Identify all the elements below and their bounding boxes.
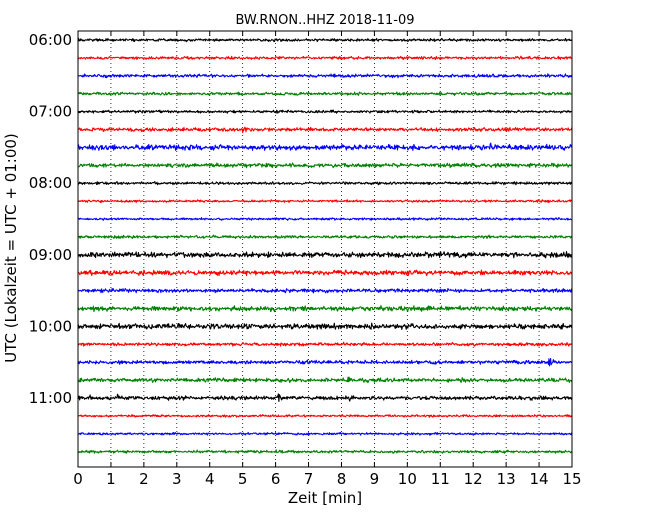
y-tick-label: 07:00 — [29, 103, 72, 121]
y-axis-label: UTC (Lokalzeit = UTC + 01:00) — [2, 133, 20, 363]
trace-5 — [77, 126, 573, 134]
x-tick-label: 15 — [562, 470, 581, 488]
x-axis-ticks: 0 1 2 3 4 5 6 7 8 9 10 11 12 13 14 15 — [73, 31, 582, 488]
trace-0 — [77, 37, 573, 43]
x-tick-label: 10 — [398, 470, 417, 488]
trace-10 — [77, 217, 573, 221]
y-tick-label: 10:00 — [29, 317, 72, 335]
y-tick-label: 11:00 — [29, 389, 72, 407]
trace-3 — [77, 91, 573, 96]
grid-lines — [110, 31, 540, 467]
x-tick-label: 5 — [238, 470, 248, 488]
trace-6 — [77, 142, 573, 151]
x-tick-label: 14 — [530, 470, 549, 488]
trace-21 — [77, 414, 573, 418]
trace-series — [77, 37, 573, 454]
x-tick-label: 0 — [73, 470, 83, 488]
trace-20 — [77, 393, 573, 403]
trace-1 — [77, 55, 573, 61]
trace-9 — [77, 199, 573, 204]
x-tick-label: 4 — [205, 470, 215, 488]
trace-18 — [77, 357, 573, 367]
x-tick-label: 1 — [106, 470, 116, 488]
trace-12 — [77, 251, 573, 259]
y-tick-label: 06:00 — [29, 31, 72, 49]
x-tick-label: 8 — [337, 470, 347, 488]
x-tick-label: 3 — [172, 470, 182, 488]
trace-22 — [77, 431, 573, 436]
x-tick-label: 12 — [464, 470, 483, 488]
trace-8 — [77, 181, 573, 186]
trace-2 — [77, 73, 573, 79]
trace-17 — [77, 341, 573, 347]
x-tick-label: 2 — [139, 470, 149, 488]
x-tick-label: 9 — [370, 470, 380, 488]
x-tick-label: 6 — [271, 470, 281, 488]
x-axis-label: Zeit [min] — [288, 489, 362, 507]
y-axis-ticks: 06:00 07:00 08:00 09:00 10:00 11:00 — [29, 31, 572, 407]
trace-23 — [77, 449, 573, 454]
trace-14 — [77, 287, 573, 294]
trace-4 — [77, 109, 573, 114]
plot-frame — [77, 30, 573, 468]
chart-title: BW.RNON..HHZ 2018-11-09 — [235, 13, 414, 28]
trace-11 — [77, 234, 573, 240]
trace-13 — [77, 269, 573, 277]
y-tick-label: 08:00 — [29, 174, 72, 192]
trace-7 — [77, 162, 573, 169]
trace-15 — [77, 305, 573, 313]
trace-19 — [77, 376, 573, 384]
x-tick-label: 13 — [497, 470, 516, 488]
y-tick-label: 09:00 — [29, 246, 72, 264]
trace-16 — [77, 322, 573, 330]
x-tick-label: 11 — [431, 470, 450, 488]
x-tick-label: 7 — [304, 470, 314, 488]
